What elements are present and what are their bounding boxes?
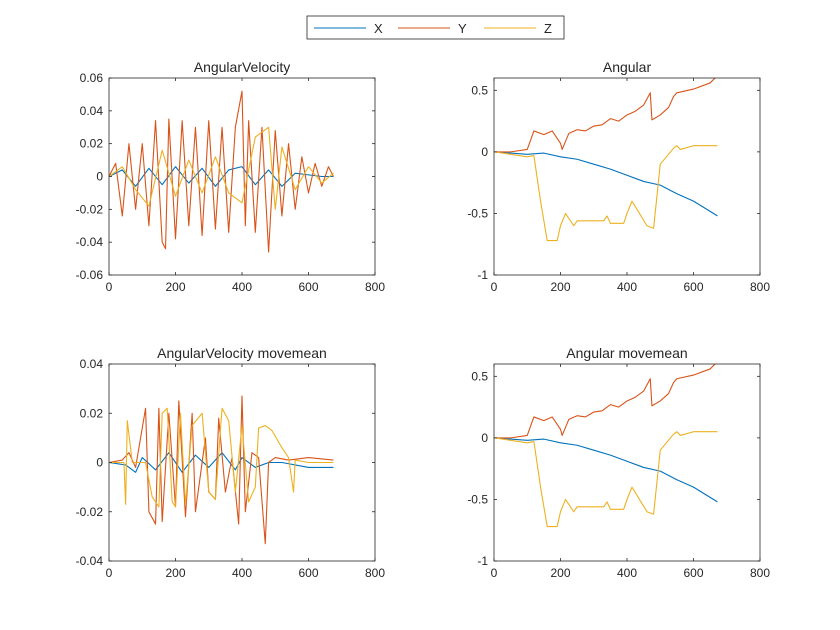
plot-area bbox=[494, 364, 760, 561]
subplot-title: AngularVelocity bbox=[194, 59, 291, 75]
legend: X Y Z bbox=[306, 15, 565, 40]
y-tick-label: 0 bbox=[481, 431, 488, 445]
legend-entry-z: Z bbox=[484, 21, 552, 36]
x-tick-label: 0 bbox=[491, 566, 498, 580]
y-tick-label: 0.02 bbox=[80, 137, 104, 151]
y-tick-label: 0.02 bbox=[80, 406, 104, 420]
axes-container: 0 200 400 600 800 -0.06 -0.04 -0.02 0 0.02 0.04 0.0… bbox=[76, 59, 771, 580]
legend-label-y: Y bbox=[458, 21, 467, 36]
series-line-y bbox=[109, 90, 334, 253]
subplot-1: 0 200 400 600 800 -0.06 -0.04 -0.02 0 0.02 0.04 0.0… bbox=[76, 59, 386, 294]
series-line-x bbox=[109, 452, 334, 473]
y-tick-label: -0.06 bbox=[76, 268, 104, 282]
subplot-3: 0 200 400 600 800 -0.04 -0.02 0 0.02 0.04 AngularV… bbox=[76, 345, 386, 580]
y-tick-label: 0.04 bbox=[80, 104, 104, 118]
x-tick-label: 800 bbox=[750, 566, 770, 580]
x-tick-label: 400 bbox=[232, 280, 252, 294]
subplot-title: Angular movemean bbox=[566, 345, 687, 361]
y-tick-label: 0.06 bbox=[80, 71, 104, 85]
x-tick-label: 400 bbox=[617, 280, 637, 294]
series-group bbox=[109, 90, 334, 253]
plot-area bbox=[494, 78, 760, 275]
x-tick-label: 0 bbox=[491, 280, 498, 294]
legend-entry-x: X bbox=[314, 21, 383, 36]
x-tick-label: 600 bbox=[683, 280, 703, 294]
series-line-z bbox=[109, 126, 334, 210]
x-tick-label: 0 bbox=[106, 280, 113, 294]
legend-entry-y: Y bbox=[398, 21, 467, 36]
y-tick-label: -0.02 bbox=[76, 505, 104, 519]
series-line-y bbox=[494, 78, 716, 153]
y-tick-label: 0 bbox=[481, 145, 488, 159]
series-group bbox=[109, 395, 334, 545]
x-tick-label: 600 bbox=[298, 280, 318, 294]
series-group bbox=[494, 78, 718, 242]
series-line-x bbox=[494, 151, 718, 217]
x-tick-label: 400 bbox=[617, 566, 637, 580]
x-tick-label: 600 bbox=[298, 566, 318, 580]
y-tick-label: 0 bbox=[96, 456, 103, 470]
x-tick-label: 800 bbox=[365, 566, 385, 580]
x-tick-label: 800 bbox=[365, 280, 385, 294]
x-tick-label: 200 bbox=[165, 280, 185, 294]
y-tick-label: 0.5 bbox=[471, 83, 488, 97]
y-tick-label: -0.04 bbox=[76, 235, 104, 249]
x-tick-label: 600 bbox=[683, 566, 703, 580]
x-tick-label: 400 bbox=[232, 566, 252, 580]
y-tick-label: -1 bbox=[477, 554, 488, 568]
x-tick-label: 200 bbox=[550, 280, 570, 294]
subplot-4: 0 200 400 600 800 -1 -0.5 0 0.5 Angular movemean bbox=[467, 345, 770, 580]
x-tick-label: 200 bbox=[165, 566, 185, 580]
series-line-z bbox=[494, 431, 718, 528]
y-tick-label: 0.04 bbox=[80, 357, 104, 371]
y-tick-label: -0.5 bbox=[467, 492, 488, 506]
subplot-title: AngularVelocity movemean bbox=[157, 345, 327, 361]
y-tick-label: -0.5 bbox=[467, 206, 488, 220]
subplot-title: Angular bbox=[603, 59, 652, 75]
series-line-z bbox=[109, 407, 334, 508]
x-tick-label: 200 bbox=[550, 566, 570, 580]
y-tick-label: -0.04 bbox=[76, 554, 104, 568]
y-tick-label: 0 bbox=[96, 170, 103, 184]
series-line-y bbox=[109, 395, 334, 545]
series-line-y bbox=[494, 364, 716, 439]
y-tick-label: 0.5 bbox=[471, 369, 488, 383]
series-line-z bbox=[494, 145, 718, 242]
legend-label-z: Z bbox=[544, 21, 552, 36]
x-tick-label: 800 bbox=[750, 280, 770, 294]
plot-area bbox=[109, 364, 375, 561]
series-group bbox=[494, 364, 718, 528]
legend-label-x: X bbox=[374, 21, 383, 36]
subplot-2: 0 200 400 600 800 -1 -0.5 0 0.5 Angular bbox=[467, 59, 770, 294]
series-line-x bbox=[494, 437, 718, 503]
y-tick-label: -0.02 bbox=[76, 202, 104, 216]
series-line-x bbox=[109, 166, 334, 187]
x-tick-label: 0 bbox=[106, 566, 113, 580]
y-tick-label: -1 bbox=[477, 268, 488, 282]
